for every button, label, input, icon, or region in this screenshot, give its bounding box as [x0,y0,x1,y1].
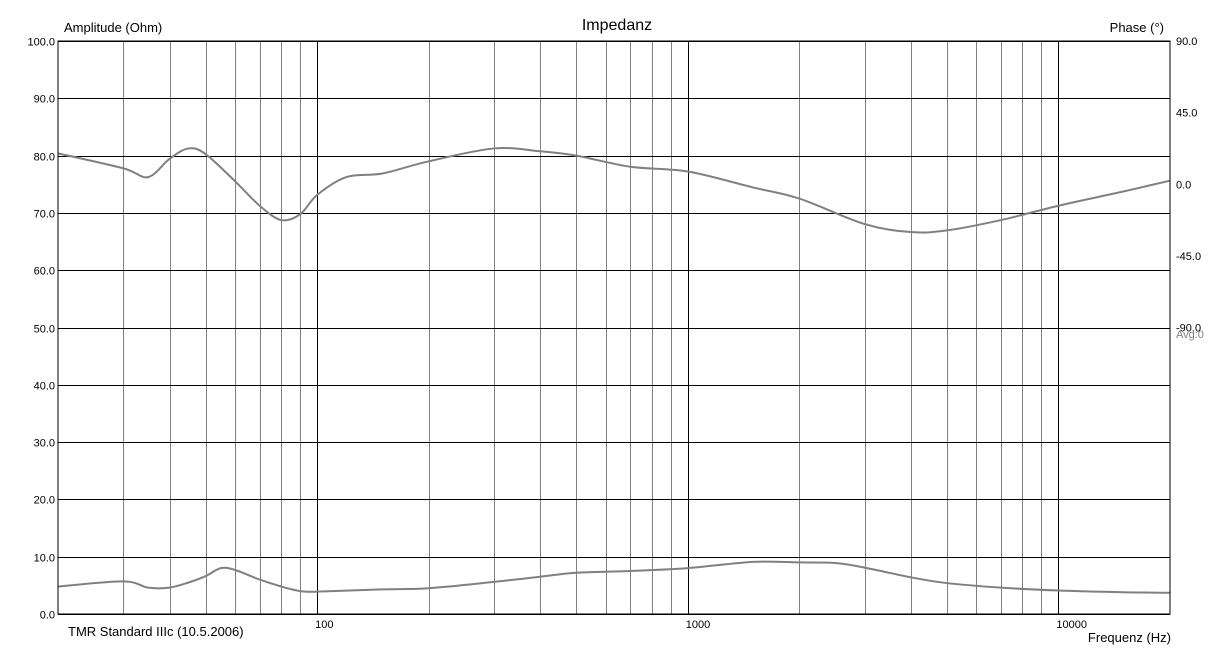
y-left-label: Amplitude (Ohm) [64,20,162,35]
y-right-tick-label: -90.0 [1176,323,1201,335]
y-left-tick-label: 70.0 [34,209,55,221]
tick-labels: 100.0 90.0 80.0 70.0 60.0 50.0 40.0 30.0 20.0 10.… [27,36,1201,631]
grid [58,41,1170,615]
y-left-tick-label: 60.0 [34,266,55,278]
y-right-tick-label: 0.0 [1176,179,1191,191]
y-left-tick-label: 10.0 [34,553,55,565]
y-left-tick-label: 50.0 [34,324,55,336]
y-right-tick-label: 90.0 [1176,36,1197,48]
phase-curve [57,147,1171,234]
y-left-tick-label: 0.0 [40,610,55,622]
y-left-tick-label: 40.0 [34,381,55,393]
y-right-tick-label: -45.0 [1176,251,1201,263]
x-label: Frequenz (Hz) [1088,630,1171,645]
y-right-tick-label: 45.0 [1176,108,1197,120]
y-left-tick-label: 80.0 [34,152,55,164]
y-right-label: Phase (°) [1110,20,1164,35]
x-tick-label: 1000 [686,619,710,631]
chart-title: Impedanz [582,17,652,34]
curves [57,147,1171,594]
x-tick-label: 100 [315,619,333,631]
x-tick-label: 10000 [1056,619,1087,631]
y-left-tick-label: 30.0 [34,438,55,450]
y-left-tick-label: 20.0 [34,495,55,507]
avg-label: Avg:0 [1176,329,1204,341]
y-left-tick-label: 100.0 [27,37,55,49]
amplitude-curve [57,560,1171,594]
footer-label: TMR Standard IIIc (10.5.2006) [68,624,244,639]
y-left-tick-label: 90.0 [34,94,55,106]
plot-frame [57,40,1171,615]
